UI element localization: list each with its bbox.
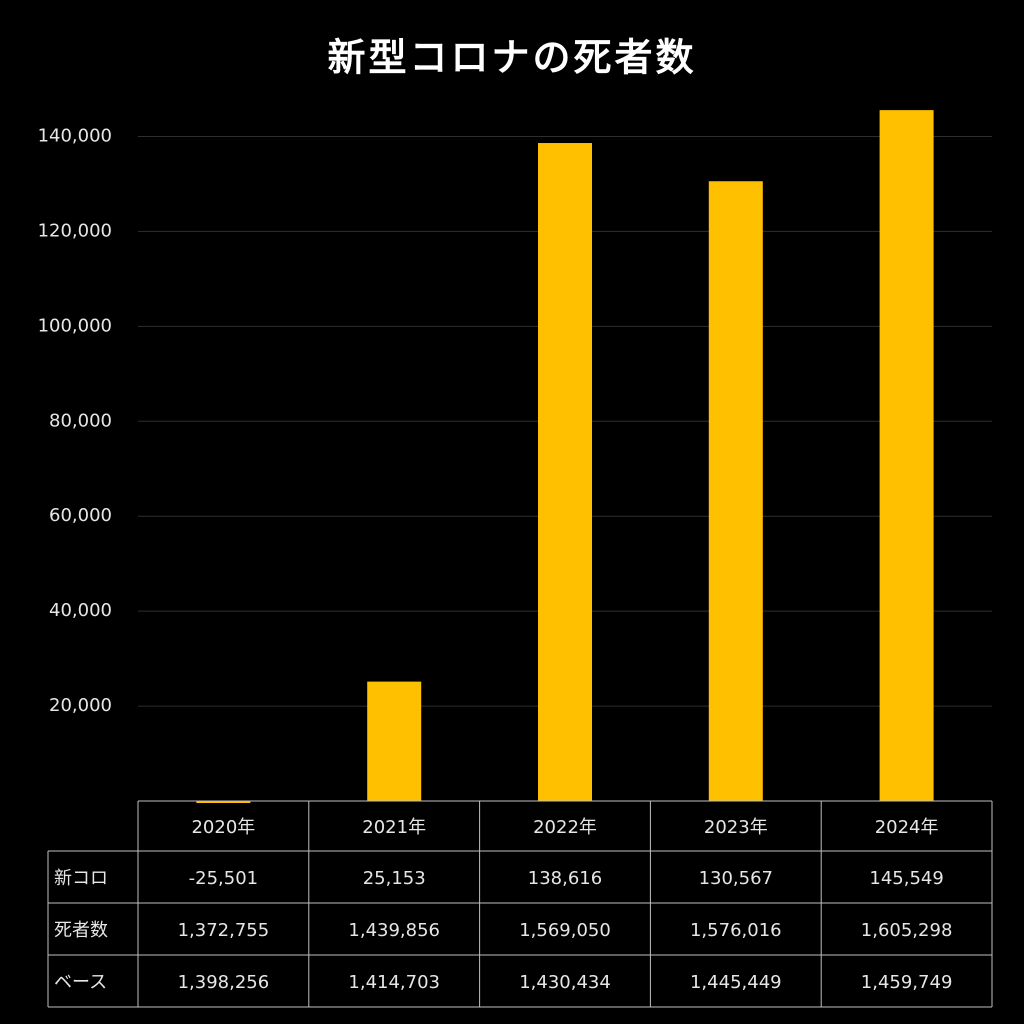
y-tick-label: 140,000 [38,125,112,146]
x-tick-label: 2024年 [875,817,939,838]
bar [538,143,592,801]
table-row-header: 新コロ [54,868,108,889]
bar [879,110,934,801]
table-cell: 1,445,449 [690,972,782,993]
y-tick-label: 120,000 [38,220,112,241]
x-tick-label: 2022年 [533,817,597,838]
table-row-header: 死者数 [54,920,108,941]
x-tick-label: 2023年 [704,817,768,838]
bar [196,801,251,803]
table-cell: 1,398,256 [178,972,270,993]
table-cell: 1,414,703 [348,972,440,993]
y-tick-label: 60,000 [49,505,112,526]
table-cell: 1,459,749 [861,972,953,993]
table-cell: 130,567 [699,868,773,889]
x-tick-label: 2021年 [362,817,426,838]
y-tick-label: 100,000 [38,315,112,336]
y-tick-label: 20,000 [49,695,112,716]
table-cell: 1,605,298 [861,920,953,941]
table-cell: 1,576,016 [690,920,782,941]
table-cell: 145,549 [869,868,943,889]
bar [708,181,763,802]
x-tick-label: 2020年 [191,817,255,838]
table-cell: 25,153 [363,868,426,889]
y-tick-label: 80,000 [49,410,112,431]
table-cell: 1,430,434 [519,972,611,993]
chart-title: 新型コロナの死者数 [327,36,696,80]
table-cell: -25,501 [189,868,258,889]
table-cell: 1,372,755 [178,920,270,941]
plot-area [196,110,934,803]
table-cell: 1,439,856 [348,920,440,941]
table-row-header: ベース [54,972,107,993]
bar [367,681,422,801]
table-cell: 138,616 [528,868,602,889]
table-cell: 1,569,050 [519,920,611,941]
y-tick-label: 40,000 [49,600,112,621]
